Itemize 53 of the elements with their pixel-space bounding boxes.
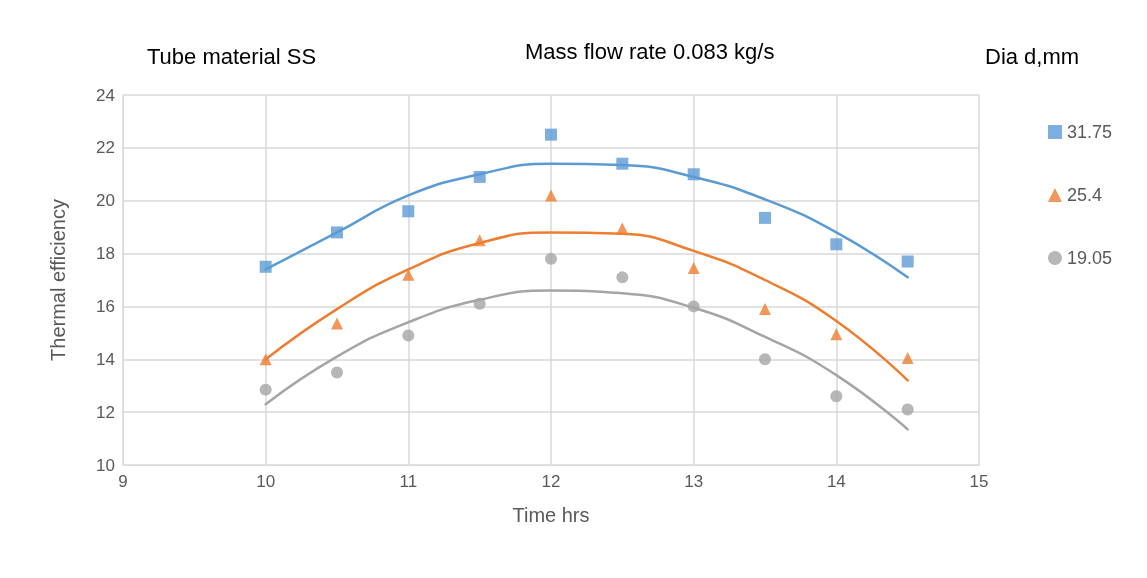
x-tick-label: 10	[256, 472, 276, 491]
point	[331, 366, 343, 379]
legend-title: Dia d,mm	[985, 43, 1080, 69]
point	[259, 383, 272, 396]
point	[830, 328, 843, 341]
point	[545, 189, 557, 202]
legend-label: 19.05	[1066, 248, 1112, 268]
point	[616, 222, 629, 235]
legend-label: 31.75	[1066, 122, 1112, 142]
y-tick-label: 16	[96, 296, 115, 316]
point	[259, 260, 272, 273]
point	[402, 329, 415, 342]
point	[616, 271, 629, 284]
text: Mass flow rate 0.083 kg/s	[525, 38, 775, 64]
x-tick-label: 11	[399, 472, 418, 491]
point	[473, 234, 486, 247]
point	[901, 255, 914, 268]
point	[687, 300, 700, 313]
y-tick-label: 20	[96, 191, 115, 211]
legend-label: 25.4	[1066, 185, 1102, 205]
point	[473, 170, 486, 183]
point	[473, 297, 486, 310]
point	[545, 128, 557, 141]
y-tick-label: 12	[96, 402, 115, 422]
point	[830, 390, 843, 403]
x-tick-label: 9	[118, 472, 128, 491]
y-tick-label: 24	[96, 85, 115, 105]
x-axis-title: Time hrs	[512, 504, 590, 526]
point	[830, 238, 843, 251]
point	[259, 353, 272, 366]
y-tick-label: 18	[96, 244, 115, 264]
y-tick-label: 22	[96, 138, 115, 158]
point	[759, 303, 771, 316]
y-tick-label: 14	[96, 349, 115, 369]
point	[616, 157, 629, 170]
point	[687, 262, 700, 275]
point	[331, 317, 343, 330]
point	[687, 168, 700, 181]
y-tick-label: 10	[96, 455, 115, 475]
line-series	[264, 289, 909, 431]
y-axis-title: Thermal efficiency	[47, 199, 69, 361]
point	[759, 353, 771, 366]
x-tick-label: 15	[969, 472, 989, 491]
point	[759, 211, 771, 224]
chart-title: Tube material SS	[147, 43, 317, 69]
x-tick-label: 14	[826, 472, 846, 491]
x-tick-label: 12	[541, 472, 561, 491]
point	[901, 403, 914, 416]
x-tick-label: 13	[684, 472, 704, 491]
point	[901, 351, 914, 364]
point	[545, 252, 557, 265]
point	[331, 226, 343, 239]
point	[402, 205, 415, 218]
